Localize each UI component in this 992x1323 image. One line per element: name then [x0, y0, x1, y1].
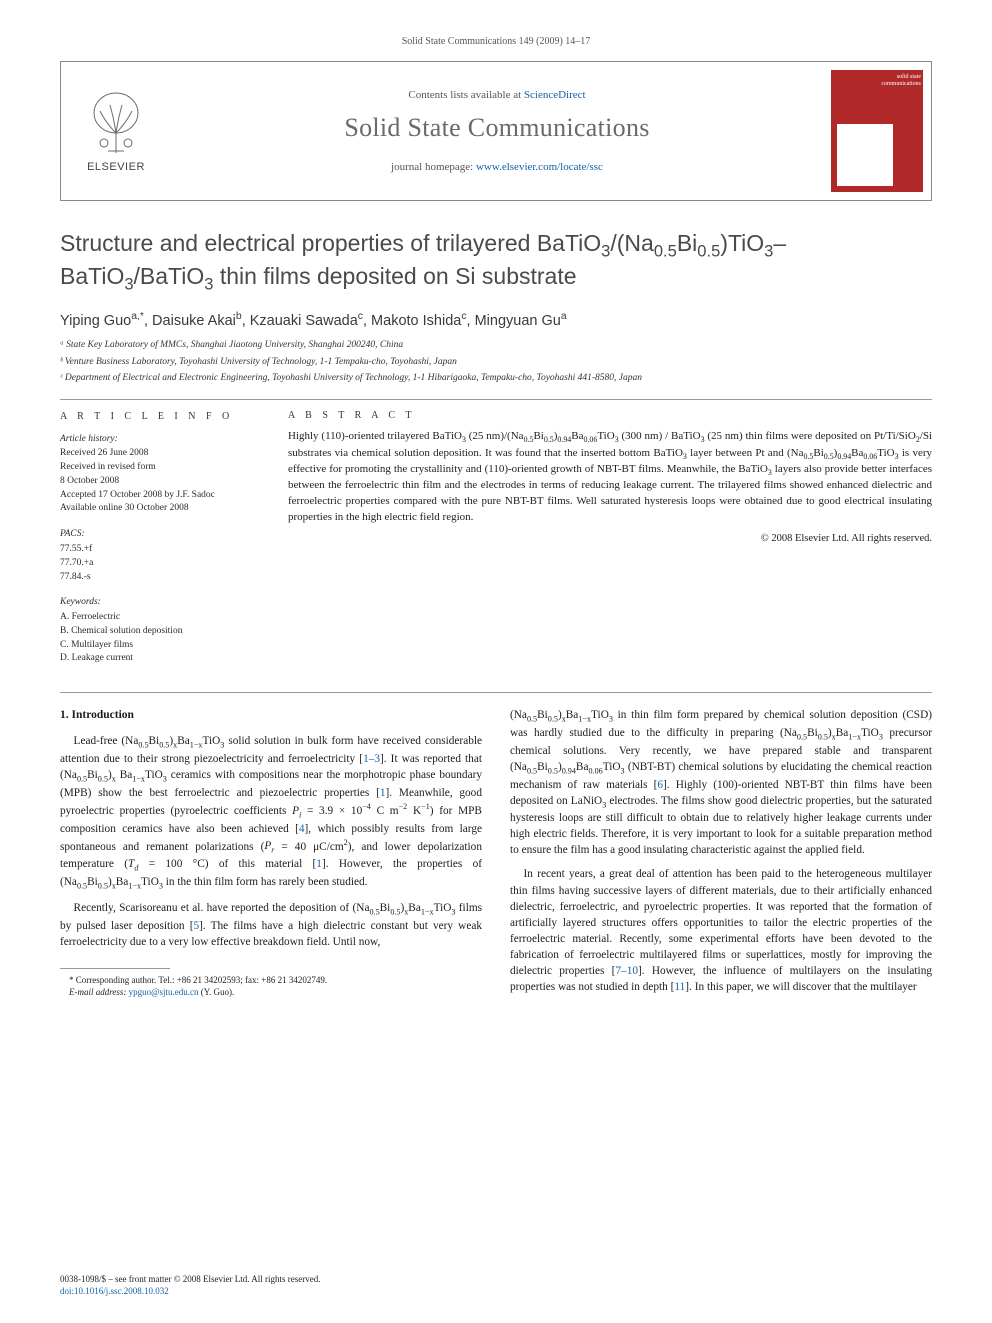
body-paragraph: Recently, Scarisoreanu et al. have repor…: [60, 900, 482, 950]
history-line: Available online 30 October 2008: [60, 502, 260, 516]
abstract-column: A B S T R A C T Highly (110)-oriented tr…: [288, 410, 932, 678]
pacs-block: PACS: 77.55.+f 77.70.+a 77.84.-s: [60, 528, 260, 584]
elsevier-tree-icon: [86, 89, 146, 159]
pacs-label: PACS:: [60, 528, 260, 542]
body-paragraph: Lead-free (Na0.5Bi0.5)xBa1−xTiO3 solid s…: [60, 733, 482, 891]
homepage-prefix: journal homepage:: [391, 161, 476, 173]
keyword-line: B. Chemical solution deposition: [60, 625, 260, 639]
contents-line: Contents lists available at ScienceDirec…: [171, 89, 823, 101]
body-two-column: 1. Introduction Lead-free (Na0.5Bi0.5)xB…: [60, 707, 932, 1003]
sciencedirect-link[interactable]: ScienceDirect: [524, 89, 586, 101]
affiliation: ᶜ Department of Electrical and Electroni…: [60, 371, 932, 385]
keywords-block: Keywords: A. Ferroelectric B. Chemical s…: [60, 596, 260, 666]
keyword-line: C. Multilayer films: [60, 639, 260, 653]
divider: [60, 692, 932, 693]
homepage-link[interactable]: www.elsevier.com/locate/ssc: [476, 161, 603, 173]
history-label: Article history:: [60, 433, 260, 447]
body-paragraph: In recent years, a great deal of attenti…: [510, 866, 932, 994]
email-footnote: E-mail address: ypguo@sjtu.edu.cn (Y. Gu…: [60, 986, 482, 999]
cover-title-text: solid state communications: [879, 74, 921, 87]
homepage-line: journal homepage: www.elsevier.com/locat…: [171, 161, 823, 173]
pacs-line: 77.70.+a: [60, 557, 260, 571]
article-info-column: A R T I C L E I N F O Article history: R…: [60, 410, 260, 678]
doi-link[interactable]: doi:10.1016/j.ssc.2008.10.032: [60, 1286, 169, 1296]
body-column-right: (Na0.5Bi0.5)xBa1−xTiO3 in thin film form…: [510, 707, 932, 1003]
body-column-left: 1. Introduction Lead-free (Na0.5Bi0.5)xB…: [60, 707, 482, 1003]
journal-name: Solid State Communications: [171, 113, 823, 143]
footnote-divider: [60, 968, 170, 969]
journal-header-box: ELSEVIER Contents lists available at Sci…: [60, 61, 932, 201]
article-info-heading: A R T I C L E I N F O: [60, 410, 260, 425]
pacs-line: 77.84.-s: [60, 571, 260, 585]
pacs-line: 77.55.+f: [60, 543, 260, 557]
doi-line: doi:10.1016/j.ssc.2008.10.032: [60, 1285, 932, 1297]
section-heading: 1. Introduction: [60, 707, 482, 723]
contents-prefix: Contents lists available at: [408, 89, 523, 101]
footer-line: 0038-1098/$ – see front matter © 2008 El…: [60, 1273, 932, 1285]
article-title: Structure and electrical properties of t…: [60, 229, 932, 295]
email-link[interactable]: ypguo@sjtu.edu.cn: [129, 987, 199, 997]
abstract-text: Highly (110)-oriented trilayered BaTiO3 …: [288, 429, 932, 525]
keyword-line: D. Leakage current: [60, 652, 260, 666]
history-line: Received in revised form: [60, 461, 260, 475]
corresponding-author-footnote: * Corresponding author. Tel.: +86 21 342…: [60, 974, 482, 987]
history-line: Received 26 June 2008: [60, 447, 260, 461]
affiliation: ᵇ Venture Business Laboratory, Toyohashi…: [60, 355, 932, 369]
body-paragraph: (Na0.5Bi0.5)xBa1−xTiO3 in thin film form…: [510, 707, 932, 858]
keywords-label: Keywords:: [60, 596, 260, 610]
author-list: Yiping Guoa,*, Daisuke Akaib, Kzauaki Sa…: [60, 311, 932, 329]
running-head: Solid State Communications 149 (2009) 14…: [60, 36, 932, 47]
publisher-name: ELSEVIER: [87, 161, 145, 173]
keyword-line: A. Ferroelectric: [60, 611, 260, 625]
cover-panel: [837, 124, 893, 186]
affiliation: ᵃ State Key Laboratory of MMCs, Shanghai…: [60, 338, 932, 352]
history-line: 8 October 2008: [60, 475, 260, 489]
copyright-line: © 2008 Elsevier Ltd. All rights reserved…: [288, 533, 932, 544]
history-line: Accepted 17 October 2008 by J.F. Sadoc: [60, 489, 260, 503]
abstract-heading: A B S T R A C T: [288, 410, 932, 421]
page-footer: 0038-1098/$ – see front matter © 2008 El…: [60, 1273, 932, 1297]
publisher-logo: ELSEVIER: [61, 62, 171, 200]
affiliations: ᵃ State Key Laboratory of MMCs, Shanghai…: [60, 338, 932, 385]
journal-cover-thumbnail: solid state communications: [831, 70, 923, 192]
divider: [60, 399, 932, 400]
article-history-block: Article history: Received 26 June 2008 R…: [60, 433, 260, 517]
